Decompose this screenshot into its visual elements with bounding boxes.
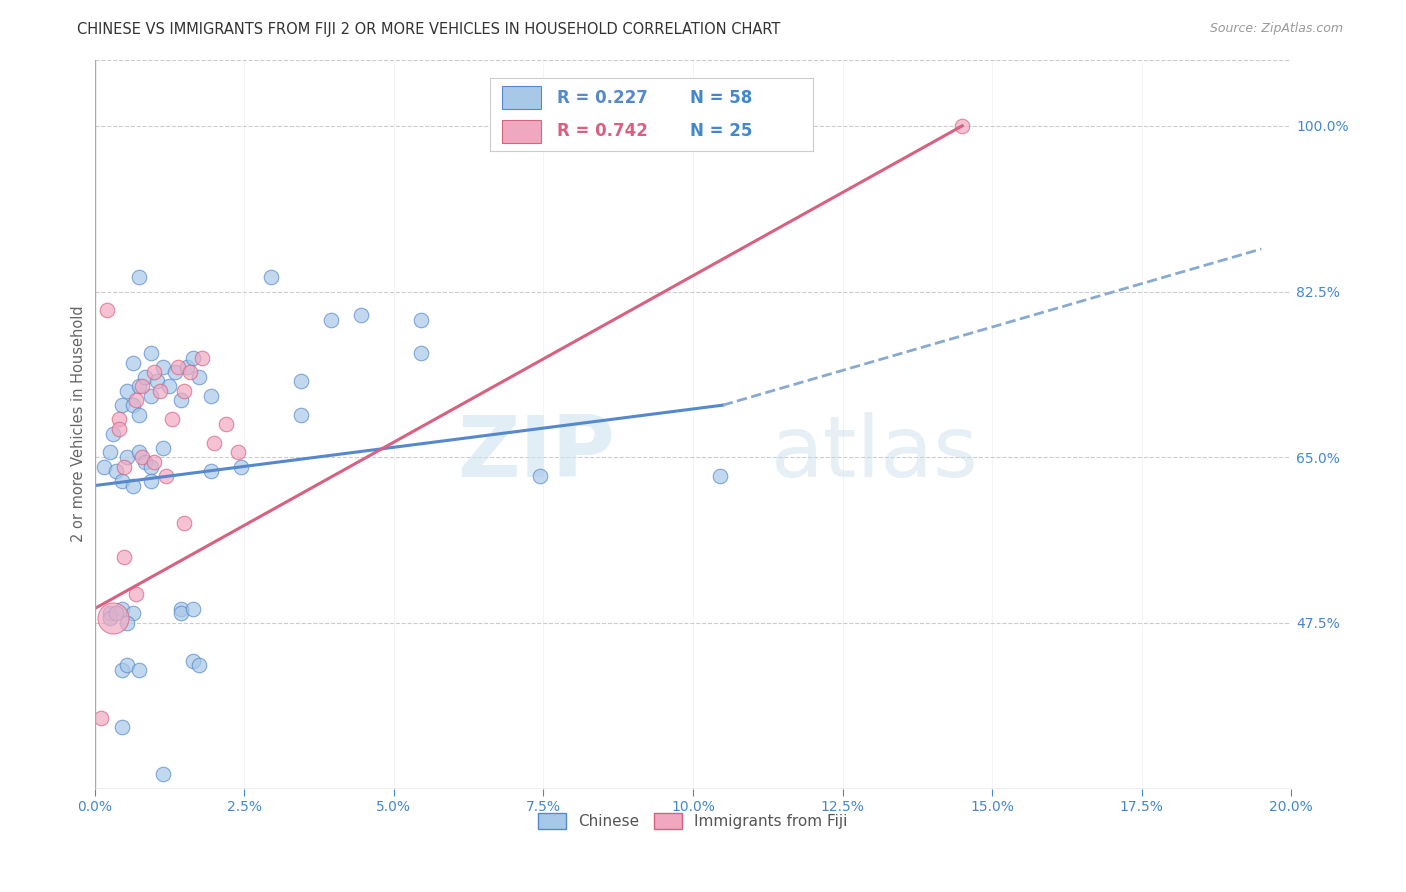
Point (134, 455, 156, 469)
Point (709, 469, 731, 483)
Point (188, 658, 211, 673)
Point (143, 455, 166, 469)
Point (117, 615, 139, 630)
Point (141, 459, 163, 474)
Point (117, 384, 139, 398)
Point (181, 351, 204, 365)
Point (98, 445, 121, 459)
Point (122, 478, 145, 492)
Point (170, 601, 193, 615)
Point (529, 469, 551, 483)
Point (134, 369, 156, 384)
Point (231, 459, 253, 474)
Point (96, 303, 118, 318)
Legend: Chinese, Immigrants from Fiji: Chinese, Immigrants from Fiji (533, 807, 853, 836)
Point (101, 426, 124, 441)
Point (128, 408, 150, 422)
Point (155, 469, 177, 483)
Point (170, 393, 193, 408)
Point (122, 398, 145, 412)
Y-axis label: 2 or more Vehicles in Household: 2 or more Vehicles in Household (72, 306, 86, 542)
Point (146, 375, 169, 389)
Point (93, 459, 115, 474)
Point (128, 663, 150, 677)
Point (107, 422, 129, 436)
Point (173, 516, 195, 531)
Text: Source: ZipAtlas.com: Source: ZipAtlas.com (1209, 22, 1343, 36)
Point (104, 607, 127, 621)
Point (101, 611, 124, 625)
Point (143, 365, 166, 379)
Point (117, 658, 139, 673)
Point (290, 408, 312, 422)
Point (128, 270, 150, 285)
Point (98, 611, 121, 625)
Point (122, 607, 145, 621)
Point (128, 379, 150, 393)
Point (114, 459, 136, 474)
Point (290, 375, 312, 389)
Point (122, 355, 145, 369)
Point (152, 360, 174, 375)
Point (157, 379, 180, 393)
Text: atlas: atlas (770, 412, 979, 495)
Point (173, 384, 195, 398)
Point (950, 119, 973, 133)
Point (125, 393, 148, 408)
Point (104, 464, 127, 478)
Point (141, 346, 163, 360)
Point (165, 365, 187, 379)
Point (191, 351, 214, 365)
Point (260, 270, 283, 285)
Point (107, 412, 129, 426)
Point (181, 601, 204, 615)
Point (409, 313, 432, 327)
Point (350, 308, 373, 322)
Point (110, 601, 132, 615)
Point (181, 654, 204, 668)
Point (152, 441, 174, 455)
Point (176, 360, 198, 375)
Point (202, 436, 225, 450)
Point (141, 474, 163, 488)
Point (110, 663, 132, 677)
Point (114, 549, 136, 564)
Text: CHINESE VS IMMIGRANTS FROM FIJI 2 OR MORE VEHICLES IN HOUSEHOLD CORRELATION CHAR: CHINESE VS IMMIGRANTS FROM FIJI 2 OR MOR… (77, 22, 780, 37)
Point (319, 313, 342, 327)
Point (110, 398, 132, 412)
Point (152, 767, 174, 781)
Point (179, 365, 201, 379)
Point (188, 369, 211, 384)
Point (167, 360, 190, 375)
Point (98, 607, 121, 621)
Point (200, 389, 222, 403)
Point (131, 450, 153, 465)
Point (162, 412, 184, 426)
Point (200, 464, 222, 478)
Point (131, 379, 153, 393)
Point (128, 445, 150, 459)
Point (215, 417, 238, 431)
Point (149, 384, 172, 398)
Point (110, 720, 132, 734)
Point (226, 445, 249, 459)
Point (141, 389, 163, 403)
Point (110, 474, 132, 488)
Point (90, 710, 112, 724)
Text: ZIP: ZIP (457, 412, 616, 495)
Point (170, 607, 193, 621)
Point (117, 450, 139, 465)
Point (409, 346, 432, 360)
Point (125, 587, 148, 601)
